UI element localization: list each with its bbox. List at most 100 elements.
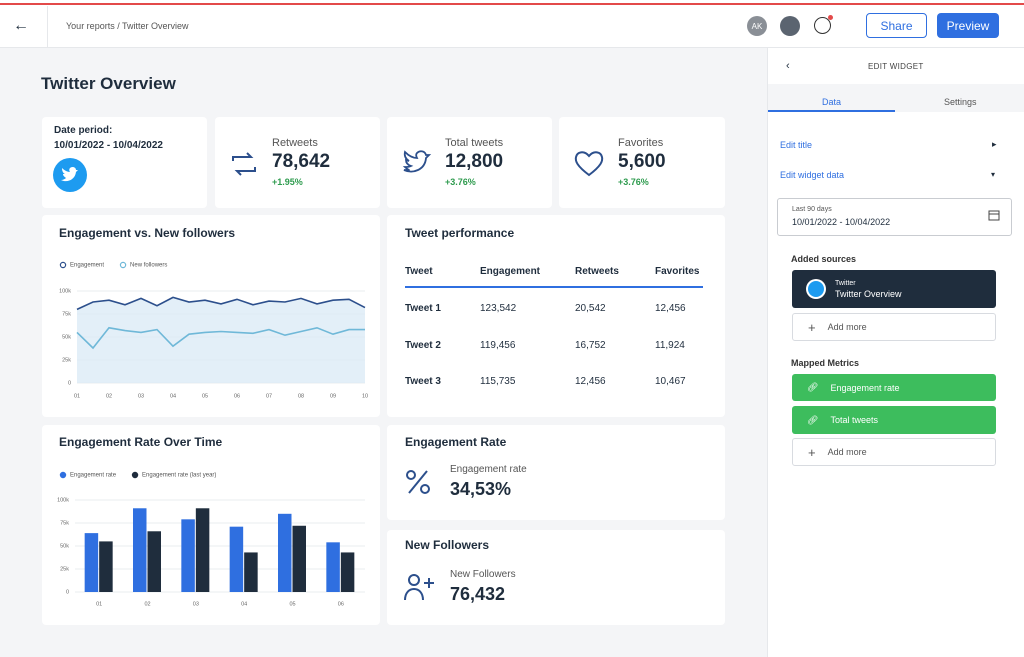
collapse-arrow[interactable]: ▾: [991, 170, 996, 179]
kpi-value: 78,642: [272, 151, 331, 172]
line-chart: 0 25k 50k 75k 100k Engagement New followers 01 0…: [59, 261, 368, 399]
back-button[interactable]: ←: [13, 17, 29, 34]
y-tick-label: 75k: [60, 520, 69, 526]
table-header: Engagement: [480, 266, 541, 277]
y-tick-label: 100k: [59, 288, 71, 294]
edit-title-link[interactable]: Edit title: [780, 140, 813, 150]
retweet-icon: [232, 152, 256, 176]
bar: [181, 519, 195, 592]
bar: [133, 508, 147, 592]
calendar-icon: [988, 210, 1000, 221]
x-tick-label: 01: [96, 601, 102, 607]
kpi-card: Retweets 78,642 +1.95%: [215, 117, 380, 208]
avatar-photo[interactable]: [780, 16, 800, 36]
table-title: Tweet performance: [405, 226, 515, 240]
metric-value: 34,53%: [450, 479, 512, 499]
chart-title: Engagement Rate Over Time: [59, 435, 223, 449]
legend-swatch: [131, 471, 139, 479]
table-cell: Tweet 1: [405, 303, 441, 314]
section-heading: Added sources: [791, 254, 857, 264]
table-cell: Tweet 3: [405, 376, 441, 387]
bar: [229, 526, 244, 592]
y-tick-label: 50k: [60, 543, 69, 549]
header-rule: [405, 286, 703, 288]
expand-arrow[interactable]: ▸: [992, 139, 997, 149]
avatar[interactable]: AK: [747, 16, 767, 36]
add-more-label: Add more: [827, 447, 867, 457]
metric-label: Engagement rate: [450, 464, 527, 475]
bar: [326, 542, 340, 592]
table-cell: 119,456: [480, 339, 516, 351]
table-header: Tweet: [405, 266, 433, 277]
area: [77, 297, 365, 383]
x-tick-label: 03: [138, 393, 144, 399]
twitter-logo: [53, 158, 87, 192]
metric-chip[interactable]: 🔗︎ Engagement rate: [792, 374, 996, 401]
twitter-logo: [806, 279, 826, 299]
percent-icon: [406, 470, 430, 494]
date-range: 10/01/2022 - 10/04/2022: [54, 140, 163, 151]
table-cell: 11,924: [655, 339, 685, 351]
kpi-card: Total tweets 12,800 +3.76%: [387, 117, 552, 208]
x-tick-label: 02: [144, 601, 150, 607]
add-source[interactable]: + Add more: [792, 313, 996, 341]
x-tick-label: 05: [202, 393, 208, 399]
x-tick-label: 08: [298, 393, 304, 399]
add-metric[interactable]: + Add more: [792, 438, 996, 466]
panel-heading: EDIT WIDGET: [868, 62, 924, 71]
x-tick-label: 06: [234, 393, 240, 399]
comments-icon[interactable]: [814, 17, 831, 34]
add-more-label: Add more: [827, 322, 867, 332]
tab[interactable]: Data: [822, 97, 842, 107]
edit-data-link[interactable]: Edit widget data: [780, 170, 845, 180]
table-cell: Tweet 2: [405, 339, 441, 351]
y-tick-label: 0: [66, 589, 69, 595]
x-tick-label: 09: [330, 393, 336, 399]
date-input[interactable]: [777, 198, 1012, 236]
metric-chip[interactable]: 🔗︎ Total tweets: [792, 406, 996, 434]
bar: [84, 533, 99, 592]
table-cell: 123,542: [480, 303, 517, 314]
y-tick-label: 25k: [60, 566, 69, 572]
x-tick-label: 02: [106, 393, 112, 399]
legend-label: Engagement rate: [70, 473, 117, 479]
kpi-change: +3.76%: [618, 177, 649, 187]
metric-label: New Followers: [450, 569, 516, 580]
source-card[interactable]: Twitter Twitter Overview: [792, 270, 996, 308]
bar: [244, 552, 258, 592]
y-tick-label: 25k: [62, 357, 71, 363]
table-cell: 10,467: [655, 376, 686, 387]
table-cell: 16,752: [575, 339, 606, 351]
table-cell: 12,456: [575, 376, 606, 387]
divider: [47, 6, 48, 48]
panel-back[interactable]: ‹: [786, 60, 790, 72]
chart-card: Engagement Rate Over Time 0 25k 50k 75k 100k…: [42, 425, 380, 625]
heart-icon: [574, 151, 604, 177]
y-tick-label: 75k: [62, 311, 71, 317]
x-tick-label: 03: [193, 601, 199, 607]
preview-button[interactable]: Preview: [937, 13, 999, 38]
kpi-change: +3.76%: [445, 177, 476, 187]
metric-value: 76,432: [450, 584, 506, 604]
twitter-icon: [402, 150, 432, 173]
bar: [147, 531, 161, 592]
tab-bar: [768, 84, 1024, 112]
legend-swatch: [59, 261, 67, 269]
table-card: Tweet performance Tweet Engagement Retweet…: [387, 215, 725, 417]
bar: [195, 508, 210, 592]
chart-title: Engagement vs. New followers: [59, 226, 236, 240]
table-cell: 12,456: [655, 303, 686, 314]
x-tick-label: 07: [266, 393, 272, 399]
header: [0, 0, 1024, 48]
share-button[interactable]: Share: [866, 13, 927, 38]
legend-swatch: [59, 471, 67, 479]
kpi-value: 12,800: [445, 151, 504, 172]
legend-swatch: [119, 261, 127, 269]
kpi-label: Total tweets: [445, 137, 504, 149]
breadcrumb[interactable]: Your reports / Twitter Overview: [66, 21, 189, 31]
tab[interactable]: Settings: [944, 97, 977, 107]
y-tick-label: 50k: [62, 334, 71, 340]
kpi-card: Favorites 5,600 +3.76%: [559, 117, 725, 208]
y-tick-label: 0: [68, 380, 71, 386]
